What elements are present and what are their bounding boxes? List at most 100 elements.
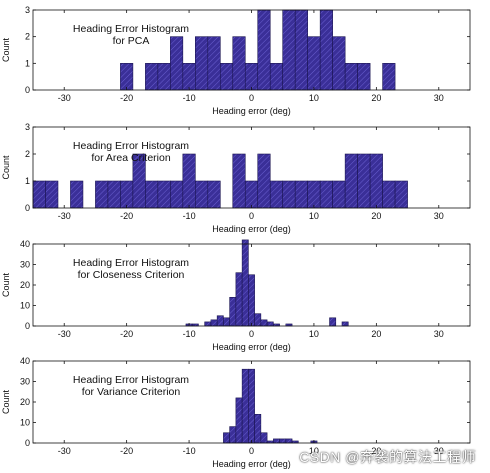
x-tick-label: 30 xyxy=(434,211,444,221)
histogram-bar xyxy=(285,438,293,444)
histogram-bar xyxy=(294,180,308,209)
x-tick-label: -10 xyxy=(183,211,196,221)
histogram-bar xyxy=(332,180,346,209)
x-tick-label: 0 xyxy=(249,93,254,103)
x-tick-label: -20 xyxy=(120,211,133,221)
histogram-bar xyxy=(120,63,134,91)
y-axis-label: Count xyxy=(1,155,11,180)
x-tick-label: 30 xyxy=(434,446,444,456)
x-tick-label: 20 xyxy=(371,211,381,221)
histogram-bar xyxy=(282,9,296,91)
histogram-bar xyxy=(254,413,262,444)
histogram-bar xyxy=(195,180,209,209)
histogram-bar xyxy=(235,272,243,327)
histogram-bar xyxy=(241,239,249,327)
histogram-bar xyxy=(329,317,337,327)
chart-title-line: for Closeness Criterion xyxy=(78,269,185,281)
histogram-bar xyxy=(332,36,346,91)
histogram-bar xyxy=(229,426,237,444)
histogram-bar xyxy=(195,36,209,91)
histogram-bar xyxy=(70,180,84,209)
histogram-bar xyxy=(107,180,121,209)
histogram-bar xyxy=(273,438,280,444)
histogram-bar xyxy=(382,180,396,209)
histogram-bar xyxy=(382,63,396,91)
y-tick-label: 3 xyxy=(25,5,30,15)
x-axis-label: Heading error (deg) xyxy=(212,106,291,116)
chart-title-line: Heading Error Histogram xyxy=(73,23,189,35)
histogram-bar xyxy=(294,9,308,91)
histogram-bar xyxy=(319,180,333,209)
x-tick-label: -10 xyxy=(183,329,196,339)
chart-title-line: Heading Error Histogram xyxy=(73,257,189,269)
histogram-panel-1: -30 -20 -10 0 10 20 30 0 1 2 3 Count Heading error (… xyxy=(1,5,471,116)
histogram-bar xyxy=(260,432,268,444)
y-tick-label: 0 xyxy=(25,321,30,331)
histogram-bar xyxy=(145,63,159,91)
y-tick-label: 0 xyxy=(25,85,30,95)
x-tick-label: -10 xyxy=(183,93,196,103)
histogram-bar xyxy=(157,180,171,209)
histogram-bar xyxy=(319,9,333,91)
x-tick-label: 0 xyxy=(249,329,254,339)
x-tick-label: -20 xyxy=(120,446,133,456)
histogram-bar xyxy=(260,319,268,327)
x-tick-label: 10 xyxy=(309,446,319,456)
histogram-bar xyxy=(279,438,287,444)
histogram-bar xyxy=(210,319,218,327)
y-tick-label: 0 xyxy=(25,203,30,213)
y-tick-label: 30 xyxy=(20,377,30,387)
x-tick-label: -10 xyxy=(183,446,196,456)
chart-title-line: for Area Criterion xyxy=(91,152,171,164)
x-tick-label: 20 xyxy=(371,329,381,339)
histogram-bar xyxy=(229,296,237,327)
y-tick-label: 40 xyxy=(20,239,30,249)
histogram-bar xyxy=(394,180,408,209)
histogram-bar xyxy=(120,180,134,209)
histogram-bar xyxy=(254,313,262,327)
histogram-bar xyxy=(223,432,230,444)
histogram-panel-2: -30 -20 -10 0 10 20 30 0 1 2 3 Count Heading error (… xyxy=(1,122,471,234)
x-tick-label: -30 xyxy=(58,329,71,339)
histogram-bar xyxy=(244,63,259,91)
histogram-bar xyxy=(344,153,358,209)
y-tick-label: 2 xyxy=(25,149,30,159)
histogram-bar xyxy=(341,321,349,327)
y-tick-label: 1 xyxy=(25,58,30,68)
histogram-bar xyxy=(344,63,358,91)
chart-title-line: Heading Error Histogram xyxy=(73,374,189,386)
x-tick-label: -20 xyxy=(120,93,133,103)
histogram-panel-4: -30 -20 -10 0 10 20 30 0 10 20 30 40 Count Heading er… xyxy=(1,356,471,469)
chart-title-line: for Variance Criterion xyxy=(82,386,181,398)
x-tick-label: 0 xyxy=(249,211,254,221)
histogram-bar xyxy=(269,63,284,91)
histogram-bar xyxy=(235,397,243,444)
y-tick-label: 20 xyxy=(20,280,30,290)
histogram-bar xyxy=(357,153,371,209)
histogram-bar xyxy=(232,153,246,209)
histogram-bar xyxy=(223,317,230,327)
y-axis-label: Count xyxy=(1,390,11,415)
x-tick-label: 0 xyxy=(249,446,254,456)
histogram-bar xyxy=(307,180,321,209)
histogram-bar xyxy=(95,180,109,209)
histogram-bar xyxy=(32,180,46,209)
histogram-bar xyxy=(257,9,271,91)
histogram-bar xyxy=(357,63,371,91)
y-tick-label: 20 xyxy=(20,397,30,407)
chart-title-line: Heading Error Histogram xyxy=(73,140,189,152)
histogram-bar xyxy=(219,63,234,91)
y-axis-label: Count xyxy=(1,38,11,63)
histogram-bar xyxy=(282,180,296,209)
chart-title-line: for PCA xyxy=(113,35,150,47)
histogram-bar xyxy=(182,153,196,209)
x-axis-label: Heading error (deg) xyxy=(212,459,291,469)
histogram-bar xyxy=(157,63,171,91)
histogram-bar xyxy=(257,153,271,209)
y-tick-label: 2 xyxy=(25,32,30,42)
histogram-bar xyxy=(170,180,184,209)
x-tick-label: 20 xyxy=(371,446,381,456)
histogram-bar xyxy=(204,321,212,327)
x-axis-label: Heading error (deg) xyxy=(212,342,291,352)
x-tick-label: -30 xyxy=(58,446,71,456)
